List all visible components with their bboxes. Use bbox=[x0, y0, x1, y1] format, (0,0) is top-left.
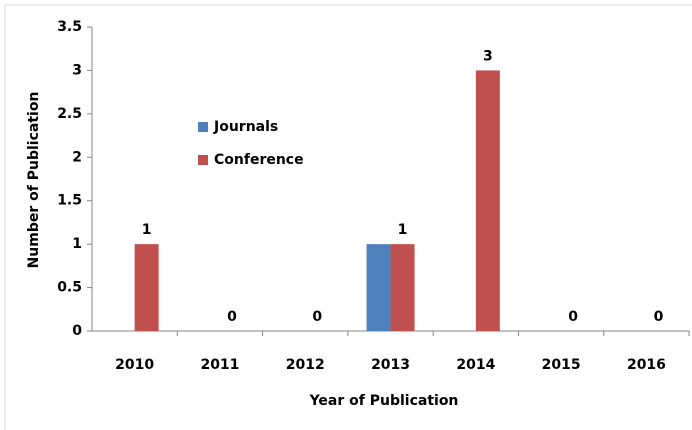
bar bbox=[390, 244, 415, 331]
legend-label: Journals bbox=[213, 119, 278, 135]
data-label: 3 bbox=[483, 48, 493, 64]
y-tick-label: 1.5 bbox=[57, 193, 82, 209]
bar bbox=[366, 244, 391, 331]
x-tick-label: 2011 bbox=[200, 357, 239, 373]
legend-swatch bbox=[198, 122, 208, 132]
y-tick-label: 1 bbox=[72, 236, 82, 252]
data-label: 0 bbox=[654, 309, 664, 325]
data-label: 1 bbox=[398, 222, 408, 238]
x-tick-label: 2014 bbox=[456, 357, 495, 373]
y-tick-label: 2.5 bbox=[57, 106, 82, 122]
y-axis-label: Number of Publication bbox=[26, 92, 42, 269]
bar bbox=[475, 70, 500, 331]
y-tick-label: 0 bbox=[72, 323, 82, 339]
x-tick-label: 2012 bbox=[286, 357, 325, 373]
data-label: 0 bbox=[227, 309, 237, 325]
y-tick-label: 3 bbox=[72, 62, 82, 78]
data-label: 0 bbox=[568, 309, 578, 325]
x-tick-label: 2015 bbox=[542, 357, 581, 373]
legend-swatch bbox=[198, 155, 208, 165]
y-tick-label: 2 bbox=[72, 149, 82, 165]
legend-label: Conference bbox=[214, 152, 304, 168]
y-tick-label: 0.5 bbox=[57, 280, 82, 296]
x-axis-label: Year of Publication bbox=[309, 393, 459, 409]
x-tick-label: 2013 bbox=[371, 357, 410, 373]
x-tick-label: 2010 bbox=[115, 357, 154, 373]
y-tick-label: 3.5 bbox=[57, 19, 82, 35]
frame bbox=[4, 4, 692, 430]
data-label: 1 bbox=[142, 222, 152, 238]
bar bbox=[134, 244, 159, 331]
data-label: 0 bbox=[312, 309, 322, 325]
x-tick-label: 2016 bbox=[627, 357, 666, 373]
